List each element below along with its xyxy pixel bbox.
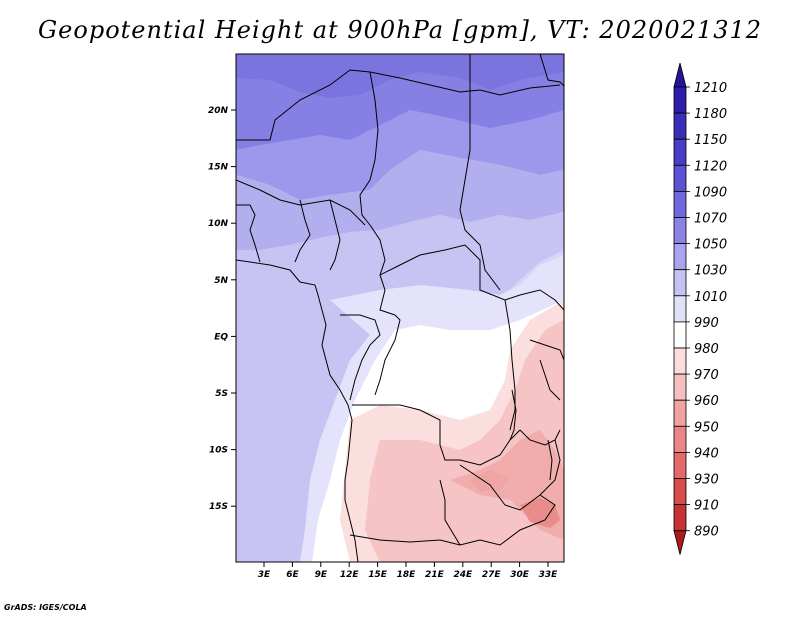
border-16 <box>519 429 561 446</box>
colorbar-label: 930 <box>694 473 719 488</box>
colorbar-segment <box>673 425 687 453</box>
latitude-axis: 20N 15N 10N 5N EQ 5S 10S 15S <box>208 106 236 512</box>
border-17 <box>236 204 261 263</box>
colorbar-segment <box>673 217 687 245</box>
border-2 <box>459 54 501 291</box>
border-7 <box>374 314 401 396</box>
colorbar-label: 1180 <box>694 107 727 122</box>
band-1050 <box>236 150 564 250</box>
colorbar-label: 1090 <box>694 185 727 200</box>
lon-tick-label: 21E <box>425 570 445 580</box>
colorbar-segment <box>673 504 687 532</box>
border-3 <box>236 179 366 226</box>
colorbar-segment <box>673 269 687 297</box>
border-20 <box>539 54 564 87</box>
band-950 <box>520 498 560 528</box>
colorbar-label: 1010 <box>694 290 727 305</box>
lat-tick-label: EQ <box>214 332 228 342</box>
lat-tick-label: 15S <box>209 502 228 512</box>
colorbar-segment <box>673 399 687 427</box>
border-19 <box>329 199 341 271</box>
colorbar-label: 910 <box>694 499 719 514</box>
lat-tick-label: 5S <box>215 389 228 399</box>
coastline <box>236 259 359 562</box>
border-18 <box>294 199 311 263</box>
colorbar-label: 1120 <box>694 159 727 174</box>
border-11 <box>459 439 561 511</box>
colorbar-label: 990 <box>694 316 719 331</box>
colorbar-label: 940 <box>694 446 719 461</box>
colorbar-label: 950 <box>694 420 719 435</box>
lon-tick-label: 30E <box>510 570 530 580</box>
colorbar-label: 1210 <box>694 81 727 96</box>
lon-tick-label: 15E <box>368 570 388 580</box>
lon-tick-label: 27E <box>482 570 502 580</box>
band-1120 <box>236 54 564 98</box>
colorbar-segment <box>673 347 687 375</box>
lake-tanganyika <box>509 389 517 441</box>
colorbar-segment <box>673 112 687 140</box>
lat-tick-label: 10N <box>208 219 229 229</box>
colorbar-label: 980 <box>694 342 719 357</box>
lon-tick-label: 24E <box>453 570 473 580</box>
lake-malawi <box>547 439 553 481</box>
border-9 <box>349 494 556 546</box>
colorbar-label: 1150 <box>694 133 727 148</box>
colorbar-label: 890 <box>694 525 719 540</box>
colorbar-label: 1070 <box>694 212 727 227</box>
colorbar-label: 1050 <box>694 238 727 253</box>
colorbar-segment <box>673 478 687 506</box>
border-14 <box>529 339 564 361</box>
border-sahel <box>236 69 561 141</box>
lat-tick-label: 20N <box>208 106 229 116</box>
border-6 <box>340 314 381 401</box>
border-10 <box>439 479 461 546</box>
lon-tick-label: 18E <box>397 570 417 580</box>
band-950b <box>470 470 510 492</box>
colorbar-segment <box>673 190 687 218</box>
colorbar-segment <box>673 138 687 166</box>
colorbar-segment <box>673 86 687 114</box>
colorbar-top-arrow <box>673 62 687 88</box>
border-12 <box>504 299 516 431</box>
colorbar-label: 960 <box>694 394 719 409</box>
band-1010 <box>300 255 564 562</box>
lat-tick-label: 10S <box>209 446 228 456</box>
colorbar-segment <box>673 295 687 323</box>
colorbar-label: 970 <box>694 368 719 383</box>
longitude-axis: 3E 6E 9E 12E 15E 18E 21E 24E 27E 30E 33E <box>258 562 558 580</box>
border-1 <box>359 71 379 226</box>
map-field <box>236 54 564 562</box>
border-5 <box>379 244 521 301</box>
border-15 <box>539 359 561 401</box>
colorbar-label: 1030 <box>694 264 727 279</box>
grads-credit: GrADS: IGES/COLA <box>4 603 87 612</box>
colorbar-segment <box>673 164 687 192</box>
border-13 <box>519 289 564 311</box>
colorbar-segment <box>673 243 687 271</box>
colorbar: 1210 1180 1150 1120 1090 1070 1050 1030 1010 990 9… <box>673 62 727 555</box>
lat-tick-label: 15N <box>208 163 229 173</box>
country-borders <box>236 54 564 562</box>
colorbar-bottom-arrow <box>673 530 687 555</box>
colorbar-segment <box>673 321 687 349</box>
lon-tick-label: 3E <box>258 570 271 580</box>
lon-tick-label: 33E <box>539 570 559 580</box>
plot-title: Geopotential Height at 900hPa [gpm], VT:… <box>38 16 762 44</box>
colorbar-segment <box>673 373 687 401</box>
lat-tick-label: 5N <box>214 276 228 286</box>
lon-tick-label: 12E <box>340 570 360 580</box>
lon-tick-label: 6E <box>286 570 299 580</box>
lon-tick-label: 9E <box>315 570 328 580</box>
border-8 <box>352 404 521 466</box>
colorbar-segment <box>673 451 687 479</box>
map-frame <box>235 53 565 563</box>
